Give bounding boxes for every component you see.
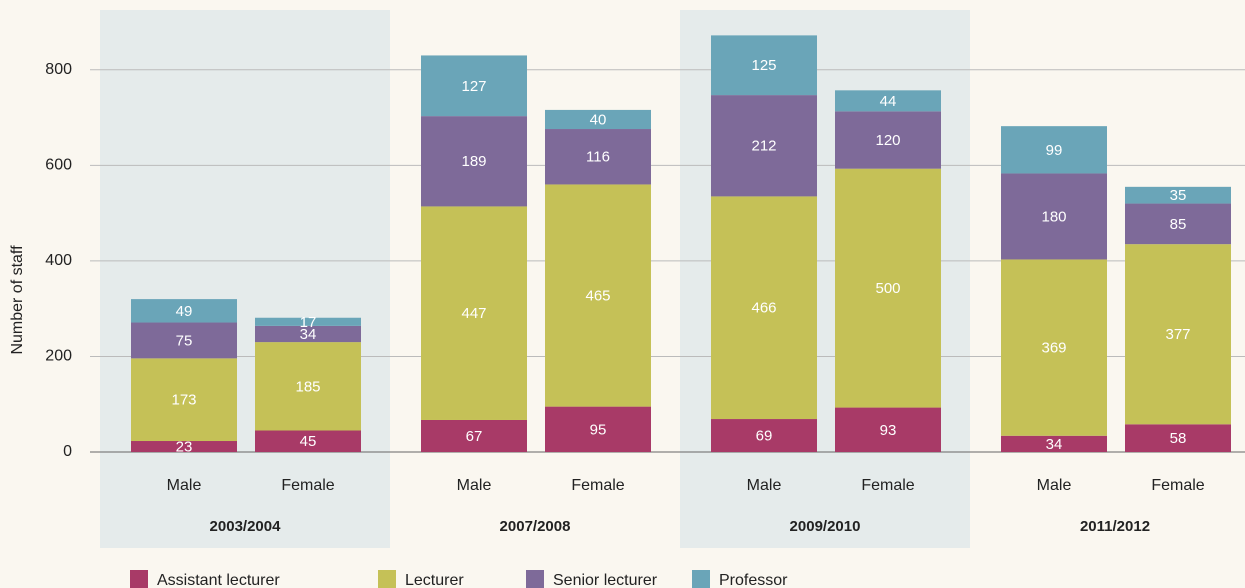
legend-swatch [526, 570, 544, 588]
bar-segment [131, 441, 237, 452]
bar-segment [131, 322, 237, 359]
value-label: 45 [300, 433, 317, 450]
value-label: 377 [1165, 326, 1190, 343]
value-label: 40 [590, 111, 607, 128]
bar-segment [1001, 259, 1107, 436]
legend-label: Lecturer [405, 572, 464, 588]
value-label: 85 [1170, 216, 1187, 233]
y-axis-label: Number of staff [9, 245, 26, 355]
legend-swatch [130, 570, 148, 588]
bar-segment [545, 184, 651, 407]
value-label: 500 [875, 280, 900, 297]
value-label: 44 [880, 93, 897, 110]
x-tick-label: Male [457, 477, 492, 494]
group-label: 2011/2012 [1080, 518, 1150, 535]
bar-segment [545, 129, 651, 185]
value-label: 127 [461, 78, 486, 95]
y-tick-label: 400 [45, 252, 72, 269]
bar-segment [1125, 244, 1231, 425]
value-label: 212 [751, 138, 776, 155]
legend-label: Professor [719, 572, 788, 588]
value-label: 466 [751, 300, 776, 317]
bar-segment [1001, 126, 1107, 174]
bar-segment [255, 430, 361, 452]
value-label: 35 [1170, 187, 1187, 204]
value-label: 125 [751, 57, 776, 74]
bar-segment [421, 206, 527, 420]
bar-segment [835, 168, 941, 408]
bar-segment [835, 111, 941, 169]
bar-segment [255, 342, 361, 431]
bar-segment [711, 95, 817, 197]
value-label: 185 [295, 378, 320, 395]
value-label: 49 [176, 303, 193, 320]
x-tick-label: Female [861, 477, 914, 494]
value-label: 465 [585, 287, 610, 304]
bar-segment [1125, 424, 1231, 452]
bar-segment [1001, 435, 1107, 452]
value-label: 447 [461, 305, 486, 322]
bar-segment [1125, 186, 1231, 204]
value-label: 67 [466, 428, 483, 445]
y-tick-label: 200 [45, 348, 72, 365]
value-label: 17 [300, 314, 317, 331]
group-background [100, 10, 390, 548]
bar-segment [1001, 173, 1107, 260]
value-label: 120 [875, 132, 900, 149]
y-tick-label: 600 [45, 157, 72, 174]
value-label: 23 [176, 438, 193, 455]
value-label: 99 [1046, 142, 1063, 159]
bar-segment [131, 358, 237, 442]
bar-segment [421, 55, 527, 117]
legend-swatch [378, 570, 396, 588]
value-label: 34 [1046, 436, 1063, 453]
value-label: 58 [1170, 430, 1187, 447]
bar-segment [835, 407, 941, 452]
legend-label: Assistant lecturer [157, 572, 280, 588]
bar-segment [545, 406, 651, 452]
value-label: 93 [880, 422, 897, 439]
x-tick-label: Male [1037, 477, 1072, 494]
group-label: 2009/2010 [790, 518, 861, 535]
legend-label: Senior lecturer [553, 572, 658, 588]
bar-segment [835, 90, 941, 112]
x-tick-label: Female [571, 477, 624, 494]
value-label: 75 [176, 332, 193, 349]
bar-segment [421, 419, 527, 452]
value-label: 34 [300, 326, 317, 343]
value-label: 69 [756, 427, 773, 444]
value-label: 95 [590, 421, 607, 438]
bar-segment [711, 419, 817, 452]
x-tick-label: Male [747, 477, 782, 494]
value-label: 189 [461, 153, 486, 170]
x-tick-label: Male [167, 477, 202, 494]
value-label: 116 [586, 149, 610, 166]
x-tick-label: Female [281, 477, 334, 494]
value-label: 173 [171, 392, 196, 409]
value-label: 369 [1041, 340, 1066, 357]
group-label: 2007/2008 [500, 518, 571, 535]
bar-segment [255, 325, 361, 343]
value-label: 180 [1041, 208, 1066, 225]
bar-segment [711, 35, 817, 96]
x-tick-label: Female [1151, 477, 1204, 494]
legend-swatch [692, 570, 710, 588]
bar-segment [711, 196, 817, 420]
bar-segment [131, 299, 237, 323]
y-tick-label: 0 [63, 443, 72, 460]
bar-segment [421, 116, 527, 207]
group-label: 2003/2004 [210, 518, 282, 535]
y-tick-label: 800 [45, 61, 72, 78]
bar-segment [1125, 203, 1231, 245]
bar-segment [545, 109, 651, 130]
bar-segment [255, 317, 361, 326]
